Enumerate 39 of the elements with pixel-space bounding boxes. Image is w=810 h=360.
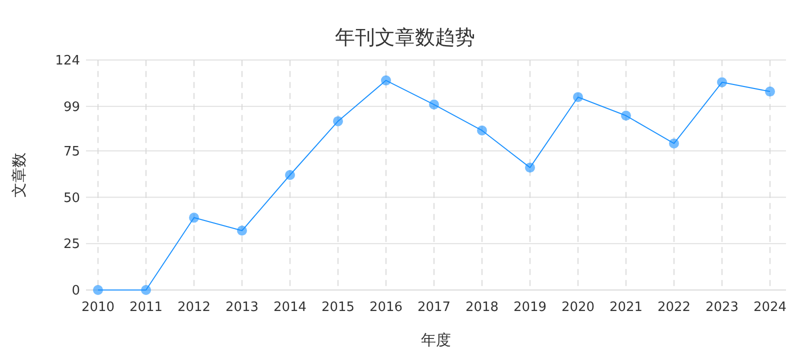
y-tick-label: 0 bbox=[72, 284, 80, 299]
x-tick-label: 2014 bbox=[273, 300, 307, 315]
x-tick-label: 2015 bbox=[321, 300, 355, 315]
point bbox=[93, 285, 103, 295]
x-tick-label: 2021 bbox=[609, 300, 643, 315]
chart-title: 年刊文章数趋势 bbox=[335, 25, 475, 49]
x-tick-label: 2011 bbox=[129, 300, 163, 315]
y-tick-label: 75 bbox=[63, 144, 80, 160]
point bbox=[525, 162, 535, 173]
point bbox=[429, 100, 439, 110]
point bbox=[189, 212, 199, 223]
point bbox=[477, 125, 487, 136]
point bbox=[333, 116, 343, 126]
x-tick-label: 2012 bbox=[177, 300, 211, 315]
x-tick-label: 2024 bbox=[753, 300, 787, 315]
x-tick-label: 2018 bbox=[465, 300, 499, 315]
x-tick-label: 2017 bbox=[417, 300, 451, 315]
point bbox=[669, 138, 679, 148]
x-tick-label: 2019 bbox=[513, 300, 547, 315]
point bbox=[285, 170, 295, 180]
point bbox=[237, 226, 247, 236]
x-tick-label: 2022 bbox=[657, 300, 691, 315]
point bbox=[717, 77, 727, 88]
x-tick-label: 2013 bbox=[225, 300, 259, 315]
y-tick-label: 124 bbox=[55, 54, 80, 69]
y-tick-label: 50 bbox=[63, 190, 80, 206]
point bbox=[141, 285, 151, 295]
x-tick-label: 2016 bbox=[369, 300, 403, 315]
point bbox=[381, 75, 391, 86]
y-tick-label: 99 bbox=[63, 100, 80, 115]
point bbox=[765, 86, 775, 97]
y-tick-label: 25 bbox=[63, 237, 80, 252]
y-axis-title: 文章数 bbox=[10, 152, 28, 198]
x-axis-title: 年度 bbox=[421, 331, 451, 349]
x-tick-label: 2010 bbox=[81, 300, 115, 315]
x-tick-label: 2023 bbox=[705, 300, 739, 315]
point bbox=[573, 92, 583, 102]
point bbox=[621, 110, 631, 121]
x-tick-label: 2020 bbox=[561, 300, 595, 315]
